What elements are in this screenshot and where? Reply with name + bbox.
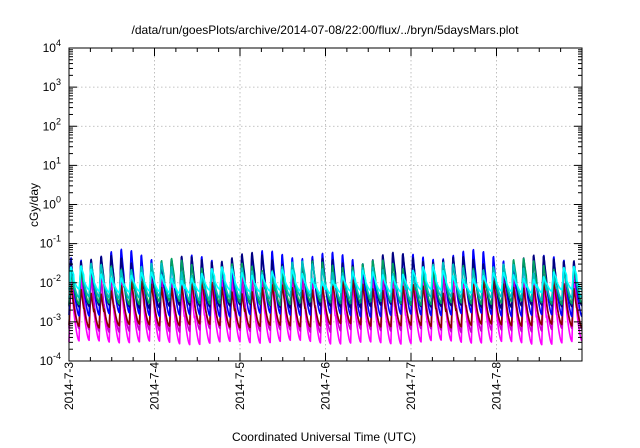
y-tick-label: 10-2 xyxy=(40,273,61,290)
x-axis-label: Coordinated Universal Time (UTC) xyxy=(232,430,416,444)
y-tick-label: 10-4 xyxy=(40,351,61,368)
y-tick-label: 10-3 xyxy=(40,312,61,329)
y-tick-label: 100 xyxy=(43,195,61,212)
x-tick-label: 2014-7-8 xyxy=(490,362,504,410)
y-tick-label: 10-1 xyxy=(40,234,61,251)
x-ticks: 2014-7-3 2014-7-4 2014-7-5 2014-7-6 2014-7-7… xyxy=(62,48,562,410)
series-line xyxy=(68,278,583,329)
x-tick-label: 2014-7-6 xyxy=(319,362,333,410)
x-tick-label: 2014-7-4 xyxy=(148,362,162,410)
series-line xyxy=(68,265,583,295)
x-tick-label: 2014-7-7 xyxy=(404,362,418,410)
y-ticks: 10-4 10-3 10-2 10-1 100 101 102 103 104 xyxy=(40,38,582,368)
x-tick-label: 2014-7-3 xyxy=(62,362,76,410)
y-tick-label: 101 xyxy=(43,155,61,172)
chart-title: /data/run/goesPlots/archive/2014-07-08/2… xyxy=(132,23,520,37)
series-line xyxy=(68,275,583,346)
x-tick-label: 2014-7-5 xyxy=(233,362,247,410)
y-axis-label: cGy/day xyxy=(27,183,41,227)
y-tick-label: 104 xyxy=(43,38,61,55)
y-tick-label: 103 xyxy=(43,77,61,94)
y-tick-label: 102 xyxy=(43,116,61,133)
series-group xyxy=(68,248,583,346)
